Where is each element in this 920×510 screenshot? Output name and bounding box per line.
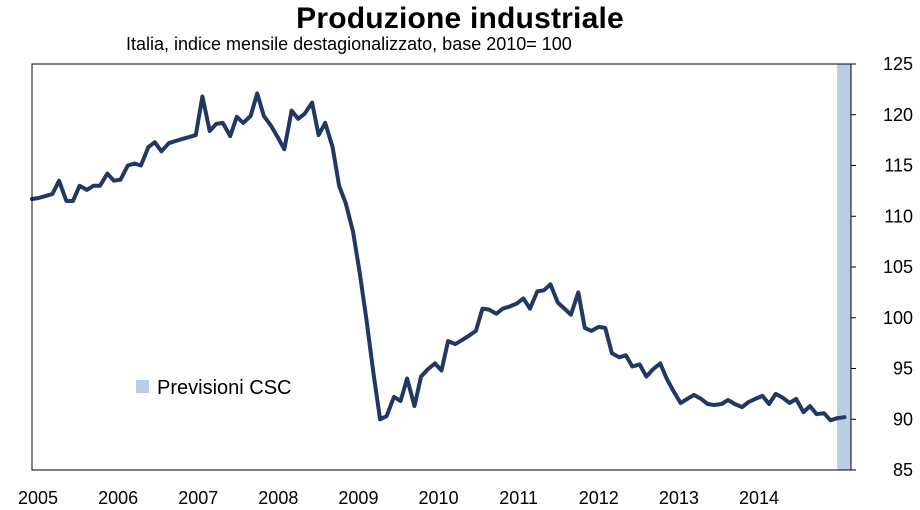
y-tick-label: 95	[893, 359, 913, 379]
y-tick-label: 90	[893, 409, 913, 429]
x-tick-label: 2007	[178, 488, 218, 508]
y-tick-label: 85	[893, 460, 913, 480]
x-tick-label: 2008	[258, 488, 298, 508]
x-tick-label: 2011	[499, 488, 538, 508]
x-tick-label: 2009	[338, 488, 378, 508]
series-line-0	[30, 91, 847, 423]
y-tick-label: 120	[883, 105, 913, 125]
y-tick-label: 105	[883, 257, 913, 277]
y-tick-label: 125	[883, 54, 913, 74]
x-tick-label: 2010	[419, 488, 459, 508]
plot-frame	[31, 63, 852, 471]
forecast-band	[837, 64, 851, 470]
x-tick-label: 2013	[659, 488, 699, 508]
x-tick-label: 2005	[18, 488, 58, 508]
chart-title: Produzione industriale	[296, 2, 624, 35]
x-tick-label: 2006	[98, 488, 138, 508]
y-tick-label: 100	[883, 308, 913, 328]
y-tick-label: 110	[884, 206, 913, 226]
legend-label: Previsioni CSC	[157, 377, 291, 399]
x-tick-label: 2014	[739, 488, 779, 508]
x-tick-label: 2012	[579, 488, 619, 508]
chart-subtitle: Italia, indice mensile destagionalizzato…	[126, 34, 572, 54]
legend-swatch	[136, 380, 149, 393]
y-tick-label: 115	[884, 156, 913, 176]
